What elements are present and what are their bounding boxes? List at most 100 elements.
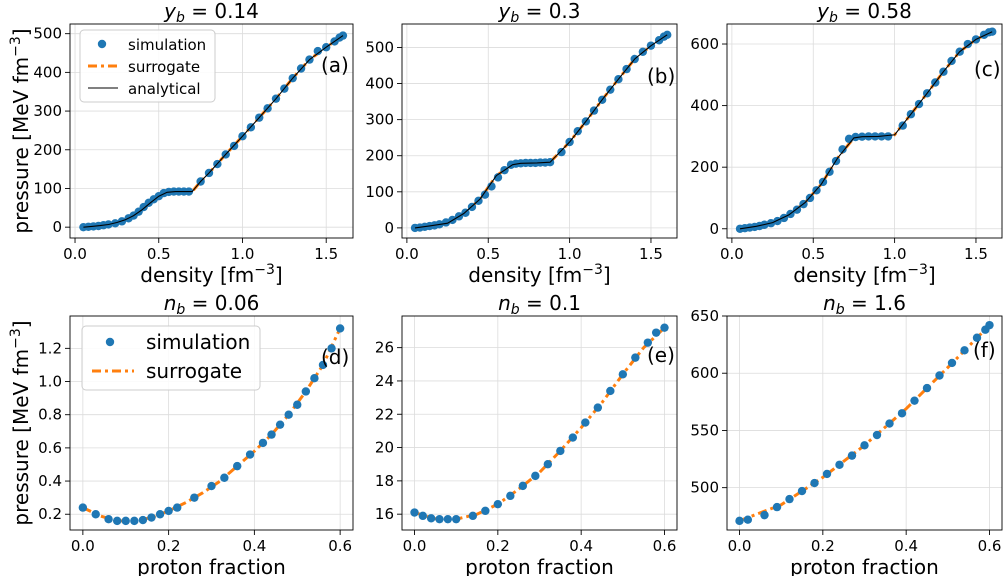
simulation-point — [556, 446, 565, 456]
title-variable: n — [823, 291, 836, 315]
y-tick-label: 600 — [690, 35, 719, 53]
axes-frame — [726, 23, 1003, 239]
x-tick-label: 0.6 — [653, 537, 677, 555]
x-tick-label: 0.0 — [403, 537, 427, 555]
simulation-point — [481, 506, 490, 516]
simulation-point — [410, 508, 419, 517]
x-axis-label: density [fm−3] — [468, 262, 610, 287]
x-tick-label: 1.5 — [639, 245, 663, 263]
title-variable: y — [497, 0, 511, 23]
simulation-point — [797, 486, 807, 496]
simulation-point — [838, 145, 847, 154]
simulation-point — [581, 418, 590, 427]
x-tick-label: 0.0 — [71, 537, 95, 555]
simulation-point — [910, 396, 919, 405]
simulation-point — [568, 433, 578, 442]
legend-simulation-label: simulation — [146, 330, 250, 354]
y-axis-label-end: ] — [9, 28, 33, 36]
simulation-point — [275, 420, 285, 429]
x-axis-label: density [fm−3] — [140, 262, 282, 287]
title-variable: y — [163, 0, 177, 23]
y-axis-label-exponent: −3 — [8, 328, 24, 349]
simulation-point — [506, 491, 515, 501]
panel-f: 0.0 0.2 0.4 0.6 500 550 600 650 nb = 1.6 (f) proto… — [690, 291, 1003, 576]
simulation-point — [258, 438, 268, 448]
x-tick-label: 0.5 — [476, 245, 500, 263]
title-subscript: b — [829, 10, 838, 26]
x-tick-label: 1.5 — [314, 245, 338, 263]
simulation-point — [947, 358, 957, 368]
y-tick-label: 0.6 — [38, 439, 62, 457]
simulation-point — [480, 190, 490, 199]
legend-surrogate-label: surrogate — [146, 359, 242, 383]
simulation-point — [631, 353, 640, 362]
title-subscript: b — [176, 302, 185, 318]
simulation-point — [785, 494, 794, 504]
y-tick-label: 500 — [33, 25, 62, 43]
simulation-point — [835, 460, 844, 469]
simulation-point — [518, 481, 528, 491]
simulation-point — [935, 371, 944, 380]
x-axis-label-text: proton fraction — [465, 555, 614, 576]
legend-top: simulation surrogate analytical — [79, 29, 216, 103]
title-equals: = — [519, 0, 548, 23]
simulation-point — [988, 27, 997, 36]
y-axis-label: pressure [MeV fm−3] — [8, 320, 33, 525]
analytical-line — [83, 35, 344, 228]
x-tick-label: 0.0 — [720, 245, 744, 263]
panel-title: yb = 0.58 — [816, 0, 912, 26]
title-equals: = — [845, 291, 874, 315]
y-tick-label: 0.2 — [38, 505, 62, 523]
simulation-point — [313, 46, 323, 56]
simulation-point — [557, 147, 566, 157]
title-equals: = — [185, 0, 214, 23]
legend-simulation-label: simulation — [128, 36, 206, 54]
simulation-point — [660, 323, 669, 332]
simulation-point — [960, 346, 969, 355]
x-tick-label: 0.4 — [242, 537, 266, 555]
x-tick-label: 1.5 — [964, 245, 988, 263]
panel-tag: (a) — [321, 53, 349, 77]
simulation-point — [130, 516, 139, 526]
simulation-point — [543, 460, 553, 469]
simulation-point — [155, 510, 165, 519]
x-tick-label: 1.0 — [558, 245, 582, 263]
x-axis-label-exponent: −3 — [907, 262, 928, 278]
x-tick-label: 1.0 — [883, 245, 907, 263]
simulation-point — [593, 403, 603, 412]
y-axis-label-end: ] — [9, 320, 33, 328]
panel-b: 0.0 0.5 1.0 1.5 0 100 200 300 400 500 yb = 0.3 (b) d… — [365, 0, 678, 287]
axes-frame — [401, 23, 678, 239]
simulation-point — [883, 132, 893, 141]
y-tick-label: 0 — [384, 219, 394, 237]
y-axis-label: pressure [MeV fm−3] — [8, 28, 33, 233]
plot-area — [410, 323, 669, 524]
x-tick-label: 0.5 — [147, 245, 171, 263]
y-tick-label: 100 — [33, 179, 62, 197]
title-variable: n — [164, 291, 177, 315]
plot-area — [735, 27, 997, 233]
y-tick-label: 100 — [365, 183, 394, 201]
y-tick-label: 500 — [690, 479, 719, 497]
panel-c: 0.0 0.5 1.0 1.5 0 200 400 600 yb = 0.58 (c) densit… — [690, 0, 1003, 287]
x-tick-label: 0.6 — [978, 537, 1002, 555]
y-tick-label: 300 — [33, 102, 62, 120]
x-tick-label: 0.2 — [157, 537, 181, 555]
x-axis-label: density [fm−3] — [793, 262, 935, 287]
title-subscript: b — [511, 302, 520, 318]
simulation-point — [435, 514, 444, 524]
title-equals: = — [838, 0, 867, 23]
simulation-point — [860, 441, 869, 450]
simulation-point — [772, 502, 782, 512]
surrogate-line — [414, 33, 669, 230]
simulation-point — [922, 383, 932, 393]
legend-frame — [81, 325, 261, 391]
simulation-point — [335, 324, 345, 333]
axes-frame — [726, 315, 1003, 531]
simulation-point — [245, 450, 255, 459]
plot-area — [410, 30, 672, 233]
y-tick-label: 16 — [375, 505, 394, 523]
surrogate-line — [738, 324, 991, 523]
simulation-point — [872, 430, 882, 440]
axes-frame — [69, 23, 354, 239]
